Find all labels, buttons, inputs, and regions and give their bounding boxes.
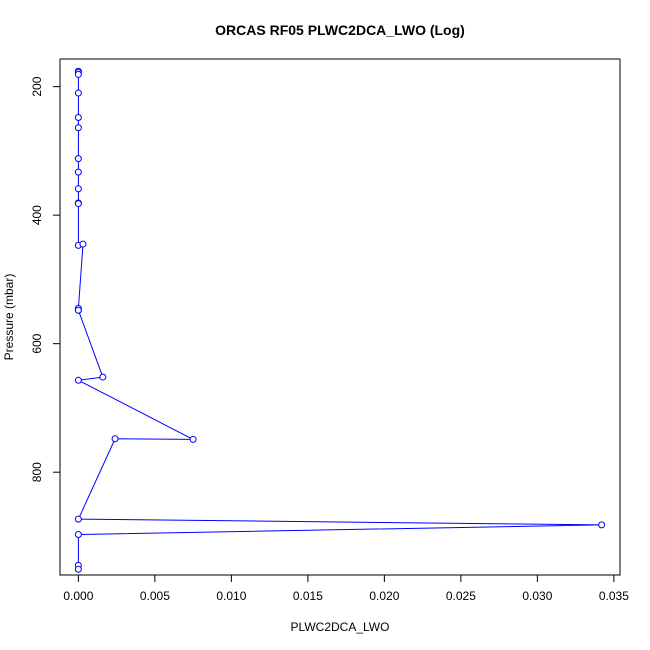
data-point: [99, 373, 107, 381]
data-point: [74, 155, 82, 163]
series-line: [76, 71, 602, 570]
data-point: [74, 531, 82, 539]
x-axis-label: PLWC2DCA_LWO: [291, 620, 390, 634]
series-layer: [74, 67, 606, 573]
data-point: [74, 306, 82, 314]
data-point: [74, 168, 82, 176]
data-point: [189, 435, 197, 443]
x-tick-label: 0.005: [140, 589, 170, 603]
y-axis: 200 400 600 800: [30, 76, 61, 482]
data-point: [74, 200, 82, 208]
data-point: [111, 435, 119, 443]
y-tick-label: 600: [30, 333, 44, 353]
y-tick-label: 200: [30, 76, 44, 96]
data-point: [74, 376, 82, 384]
x-tick-label: 0.015: [293, 589, 323, 603]
data-point: [74, 113, 82, 121]
y-tick-label: 400: [30, 205, 44, 225]
data-point: [74, 70, 82, 78]
data-point: [74, 515, 82, 523]
data-point: [74, 124, 82, 132]
chart-title: ORCAS RF05 PLWC2DCA_LWO (Log): [215, 22, 465, 38]
x-axis: 0.000 0.005 0.010 0.015 0.020 0.025 0.030 0.035: [63, 574, 629, 603]
y-tick-label: 800: [30, 462, 44, 482]
data-point: [74, 565, 82, 573]
data-point: [79, 240, 87, 248]
x-tick-label: 0.010: [216, 589, 246, 603]
data-point: [74, 185, 82, 193]
x-tick-label: 0.030: [522, 589, 552, 603]
plot-frame: [59, 58, 621, 576]
x-tick-label: 0.000: [63, 589, 93, 603]
data-point: [598, 521, 606, 529]
y-axis-label: Pressure (mbar): [2, 274, 16, 361]
data-point: [74, 89, 82, 97]
x-tick-label: 0.020: [369, 589, 399, 603]
x-tick-label: 0.035: [599, 589, 629, 603]
x-tick-label: 0.025: [446, 589, 476, 603]
